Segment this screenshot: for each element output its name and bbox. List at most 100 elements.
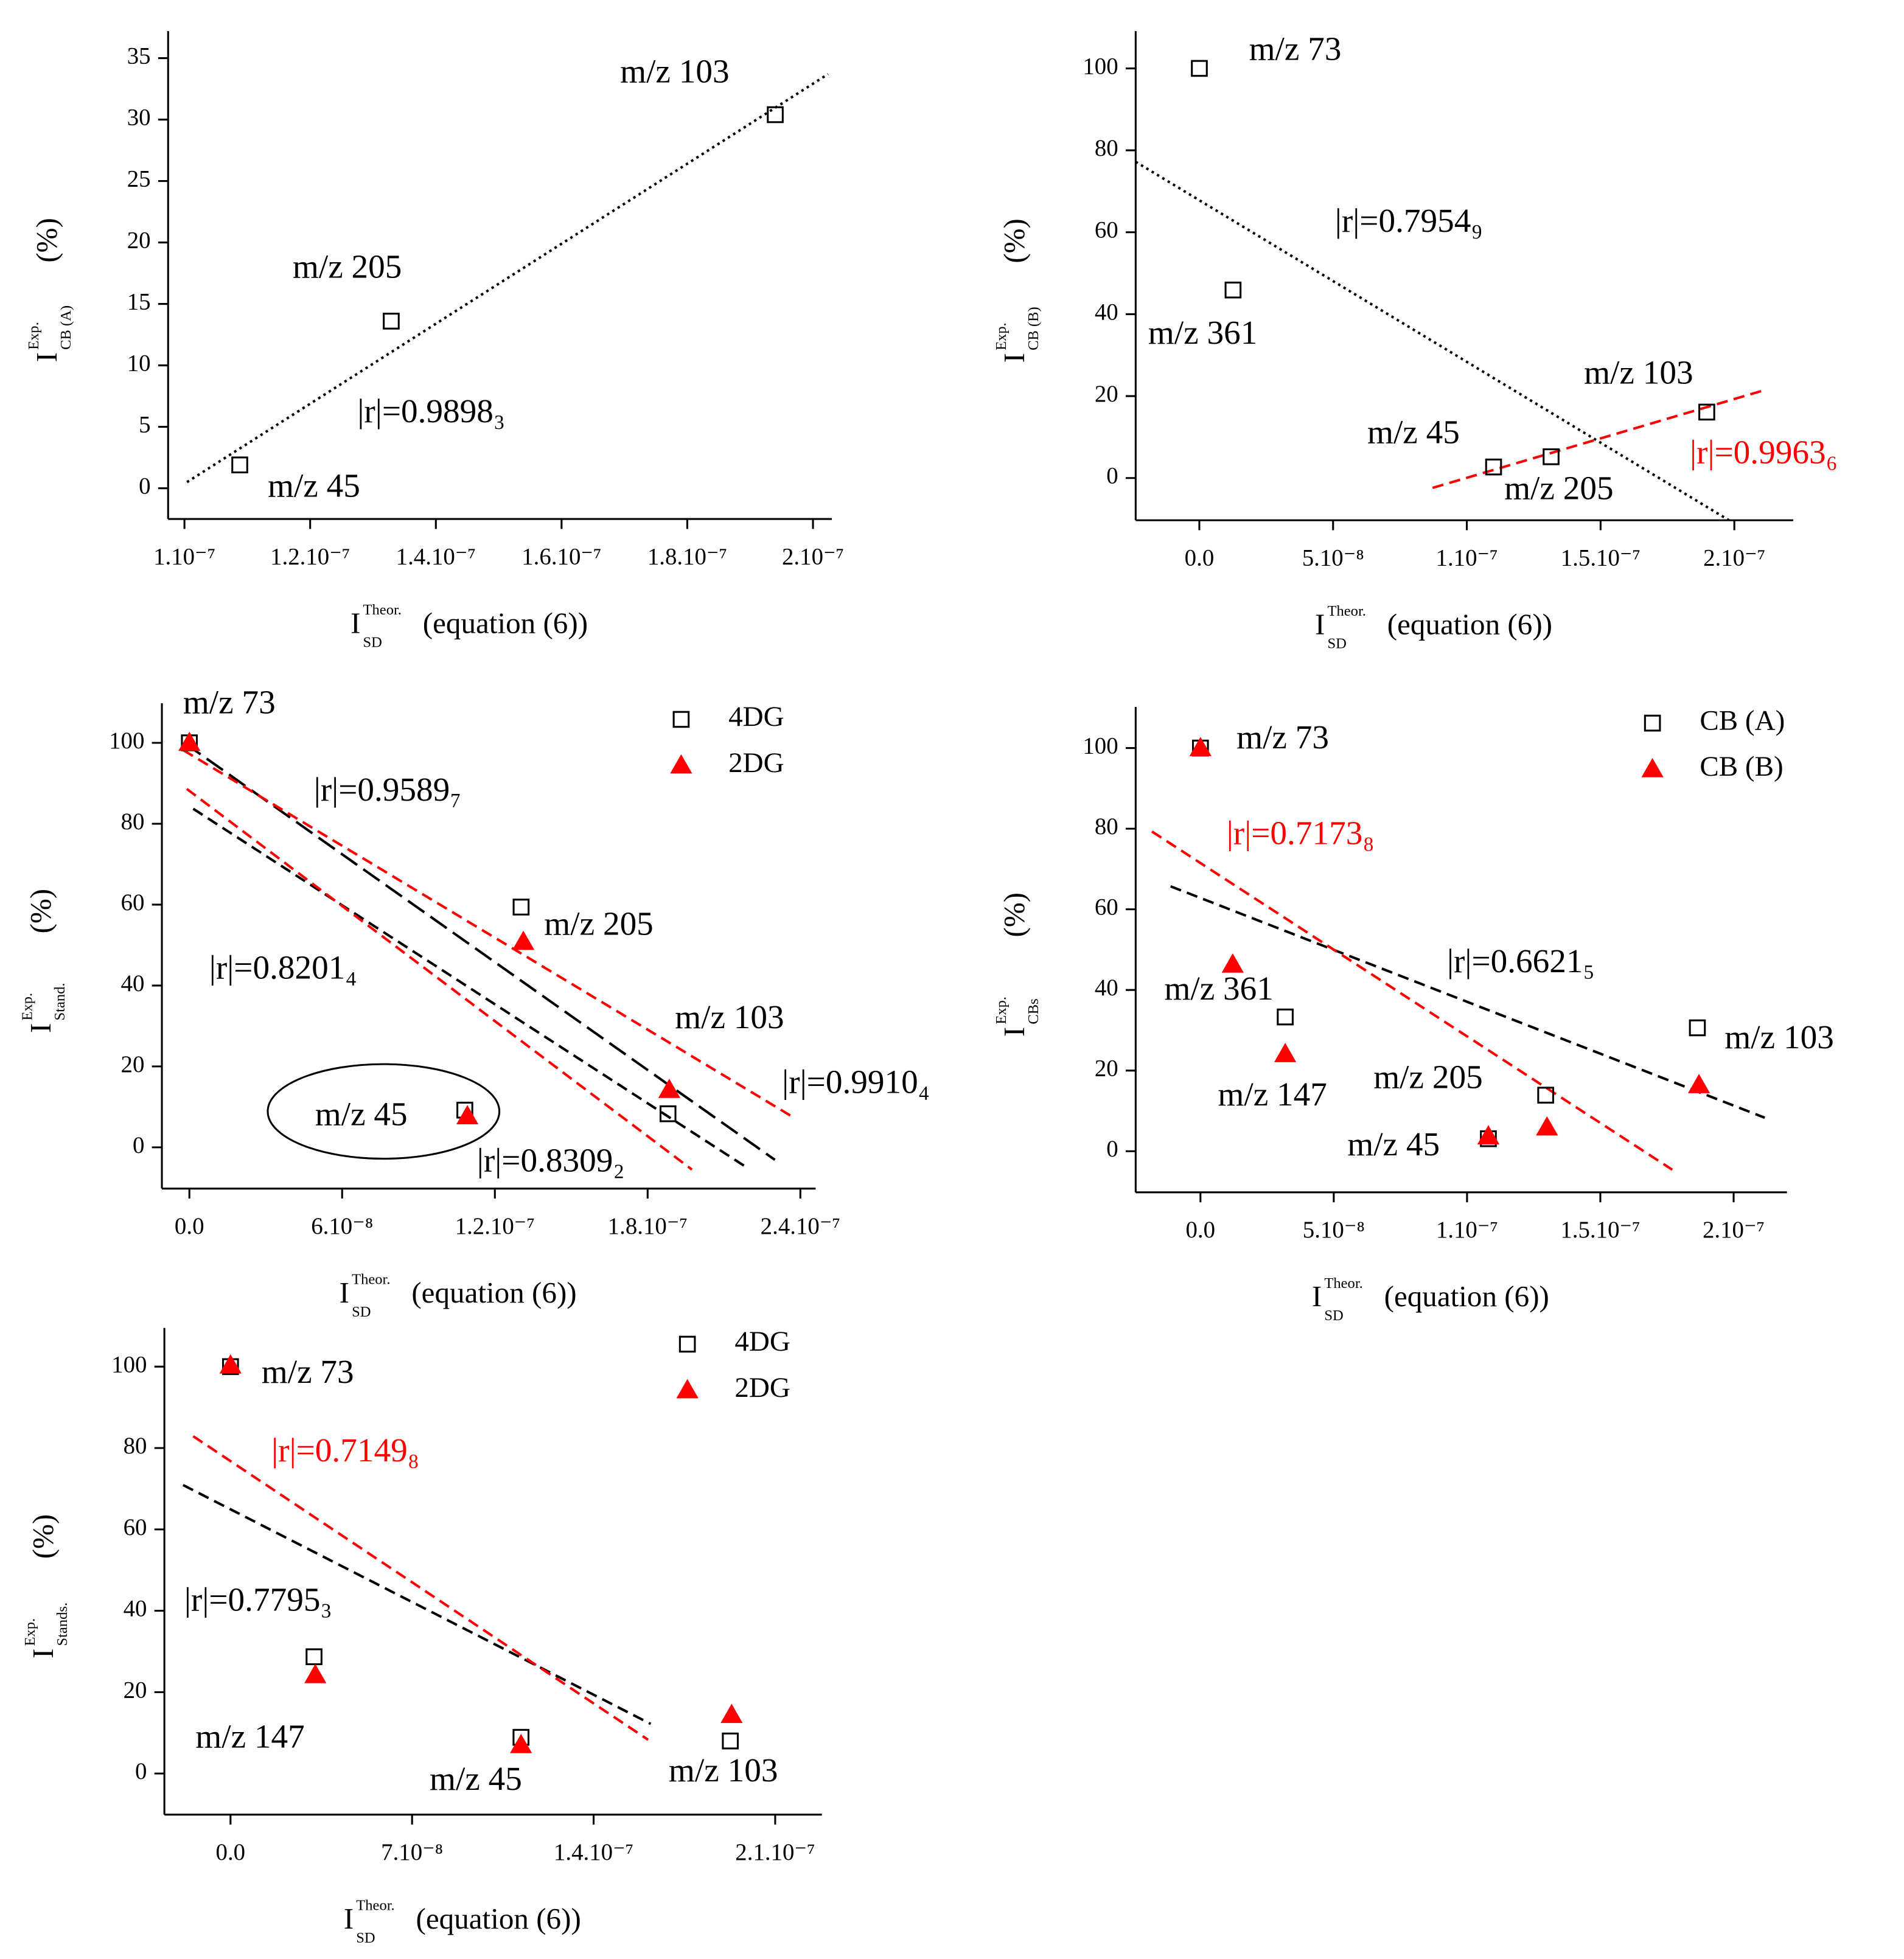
- annotation: |r|=0.6621₅: [1447, 942, 1595, 980]
- y-label-symbol: I: [997, 1027, 1031, 1037]
- y-label-sub: Stands.: [54, 1602, 71, 1646]
- data-point: [1221, 953, 1244, 973]
- annotation: |r|=0.8309₂: [477, 1141, 625, 1178]
- x-tick-label: 1.4.10⁻⁷: [396, 543, 476, 569]
- x-tick-label: 1.2.10⁻⁷: [270, 543, 350, 569]
- data-point: [1485, 458, 1502, 476]
- x-tick-label: 2.10⁻⁷: [1703, 1217, 1765, 1243]
- fit-line: [192, 1435, 649, 1741]
- x-tick-label: 1.10⁻⁷: [1436, 1217, 1498, 1243]
- annotation: m/z 73: [1249, 30, 1342, 68]
- annotation: |r|=0.9589₇: [314, 771, 462, 808]
- x-label-text: (equation (6)): [1384, 1279, 1549, 1313]
- y-label: I Exp. CBs (%): [993, 893, 1042, 1037]
- y-label-symbol: I: [26, 1649, 60, 1658]
- annotation: m/z 45: [430, 1760, 522, 1797]
- x-tick-label: 1.5.10⁻⁷: [1560, 1217, 1640, 1243]
- x-tick-label: 1.8.10⁻⁷: [647, 543, 727, 569]
- y-tick-label: 40: [1095, 975, 1118, 1001]
- x-tick-label: 1.2.10⁻⁷: [455, 1213, 535, 1239]
- annotation: m/z 205: [1504, 470, 1614, 507]
- data-point: [231, 456, 248, 474]
- annotation: m/z 205: [544, 905, 654, 942]
- y-tick-label: 5: [139, 412, 150, 438]
- x-tick-label: 2.1.10⁻⁷: [735, 1839, 815, 1865]
- annotation: m/z 45: [1367, 414, 1460, 451]
- legend-label: 4DG: [734, 1326, 790, 1357]
- y-label-sub: CBs: [1025, 998, 1042, 1024]
- annotation: m/z 45: [268, 467, 360, 504]
- y-tick-label: 80: [1095, 813, 1118, 840]
- y-tick-label: 60: [121, 889, 145, 916]
- x-tick-label: 1.5.10⁻⁷: [1561, 545, 1641, 571]
- fit-line: [186, 73, 829, 484]
- y-label-sub: CB (A): [58, 305, 74, 350]
- y-label-sub: Stand.: [52, 983, 68, 1020]
- y-label-unit: (%): [24, 889, 57, 934]
- annotation: m/z 103: [675, 998, 784, 1035]
- legend-marker: [672, 711, 690, 728]
- annotation: m/z 361: [1148, 314, 1258, 351]
- x-label-symbol: I: [1315, 607, 1325, 641]
- legend-marker: [1641, 757, 1664, 778]
- data-point: [219, 1354, 242, 1374]
- y-label-sup: Exp.: [26, 322, 42, 350]
- data-point: [1537, 1087, 1554, 1104]
- x-label-sub: SD: [363, 634, 382, 650]
- fit-line: [183, 749, 792, 1118]
- x-label-symbol: I: [340, 1276, 349, 1309]
- fit-line: [192, 807, 745, 1167]
- x-label-symbol: I: [350, 606, 360, 639]
- y-tick-label: 35: [127, 43, 151, 69]
- x-label-sub: SD: [356, 1930, 375, 1946]
- x-tick-label: 7.10⁻⁸: [381, 1839, 443, 1865]
- y-tick-label: 100: [1083, 732, 1118, 759]
- y-label-sup: Exp.: [993, 997, 1010, 1025]
- annotation: |r|=0.7954₉: [1335, 202, 1483, 239]
- x-label-sub: SD: [352, 1304, 371, 1320]
- x-label-sup: Theor.: [363, 602, 402, 618]
- y-tick-label: 25: [127, 166, 151, 192]
- y-label: I Exp. CB (B) (%): [993, 218, 1042, 363]
- legend-label: 2DG: [734, 1372, 790, 1404]
- annotation: |r|=0.9910₄: [782, 1063, 930, 1101]
- y-tick-label: 0: [139, 473, 150, 499]
- data-point: [658, 1079, 680, 1098]
- annotation: m/z 73: [1236, 719, 1329, 756]
- y-tick-label: 100: [1083, 53, 1118, 79]
- y-tick-label: 40: [121, 970, 145, 997]
- x-tick-label: 2.10⁻⁷: [782, 543, 844, 569]
- data-point: [1477, 1125, 1500, 1145]
- legend-label: CB (B): [1700, 751, 1783, 782]
- x-label-text: (equation (6)): [416, 1902, 581, 1935]
- x-tick-label: 1.4.10⁻⁷: [554, 1839, 633, 1865]
- data-point: [1536, 1116, 1558, 1136]
- annotation: m/z 205: [293, 248, 402, 285]
- annotation: |r|=0.7149₈: [271, 1432, 419, 1469]
- y-tick-label: 0: [135, 1758, 147, 1784]
- x-tick-label: 0.0: [1186, 1217, 1216, 1243]
- legend-label: 4DG: [728, 701, 784, 732]
- x-tick-label: 0.0: [175, 1213, 204, 1239]
- y-tick-label: 10: [127, 350, 151, 377]
- y-label-unit: (%): [26, 1514, 60, 1559]
- y-label-unit: (%): [997, 893, 1031, 938]
- y-label: I Exp. Stands. (%): [22, 1514, 71, 1658]
- y-label-sup: Exp.: [993, 322, 1010, 350]
- annotation: |r|=0.7173₈: [1227, 814, 1375, 851]
- x-label-symbol: I: [344, 1902, 354, 1935]
- annotation: m/z 45: [1347, 1126, 1440, 1163]
- data-point: [767, 106, 784, 124]
- y-label-unit: (%): [30, 218, 63, 263]
- y-tick-label: 20: [1095, 1056, 1118, 1082]
- data-point: [383, 313, 400, 330]
- data-point: [512, 930, 535, 950]
- x-tick-label: 1.10⁻⁷: [153, 543, 215, 569]
- y-tick-label: 30: [127, 105, 151, 131]
- annotation: |r|=0.9898₃: [357, 392, 505, 430]
- annotation: m/z 147: [195, 1718, 305, 1755]
- y-tick-label: 60: [124, 1514, 147, 1540]
- legend-marker: [676, 1379, 699, 1399]
- x-label-sup: Theor.: [352, 1272, 390, 1288]
